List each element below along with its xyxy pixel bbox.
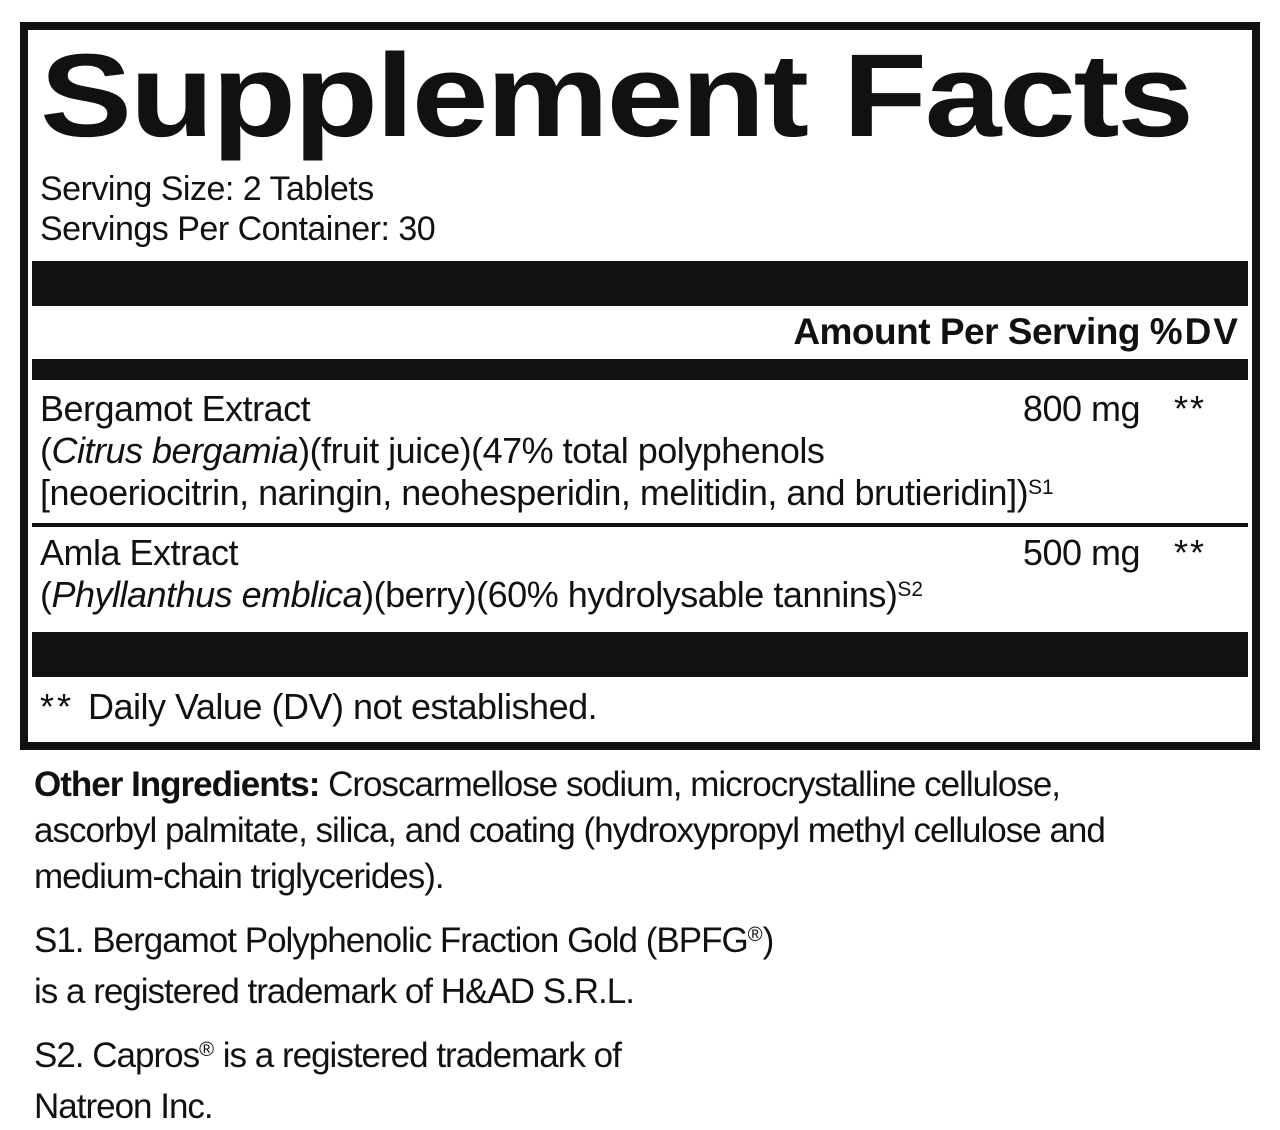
table-row-amla: Amla Extract 500 mg ** (Phyllanthus embl…: [40, 532, 1240, 622]
other-ingredients-text: Croscarmellose sodium, microcrystalline …: [319, 765, 1061, 805]
dv-footnote-text: Daily Value (DV) not established.: [88, 686, 598, 728]
desc-text: )(fruit juice)(47% total polyphenols: [298, 430, 825, 472]
supplement-facts-label: { "title": "Supplement Facts", "serving"…: [0, 22, 1280, 1126]
trademark-text: S1. Bergamot Polyphenolic Fraction Gold …: [34, 921, 749, 961]
ingredient-name: Bergamot Extract: [40, 388, 311, 430]
other-ingredients-line-1: Other Ingredients: Croscarmellose sodium…: [34, 762, 1260, 808]
row-divider-rule: [32, 523, 1248, 528]
dv-footnote: ** Daily Value (DV) not established.: [40, 677, 1240, 738]
serving-info: Serving Size: 2 Tablets Servings Per Con…: [40, 169, 1240, 249]
table-header-row: Amount Per Serving %DV: [40, 306, 1240, 359]
table-row-bergamot: Bergamot Extract 800 mg ** (Citrus berga…: [40, 388, 1240, 520]
amla-desc-line-1: (Phyllanthus emblica)(berry)(60% hydroly…: [40, 574, 1240, 622]
desc-text: )(berry)(60% hydrolysable tannins): [362, 574, 898, 616]
separator-bar-top: [32, 261, 1248, 307]
botanical-name: Citrus bergamia: [51, 430, 299, 472]
separator-bar-bottom: [32, 632, 1248, 678]
dv-footnote-stars: **: [40, 686, 75, 728]
trademark-text: S2. Capros: [34, 1036, 200, 1076]
supplement-facts-box: Supplement Facts Serving Size: 2 Tablets…: [20, 22, 1260, 751]
other-ingredients-label: Other Ingredients:: [34, 765, 320, 805]
other-ingredients-line-3: medium-chain triglycerides).: [34, 857, 445, 897]
trademark-s2-line-1: S2. Capros® is a registered trademark of: [34, 1033, 1260, 1084]
ingredient-name: Amla Extract: [40, 532, 239, 574]
trademark-text: is a registered trademark of: [214, 1036, 622, 1076]
desc-text: [neoeriocitrin, naringin, neohesperidin,…: [40, 472, 1029, 514]
amla-main-line: Amla Extract 500 mg **: [40, 532, 1240, 574]
other-ingredients-paragraph: Other Ingredients: Croscarmellose sodium…: [34, 762, 1260, 900]
trademark-s1-line-2: is a registered trademark of H&AD S.R.L.: [34, 972, 635, 1012]
desc-paren: (: [40, 430, 52, 472]
percent-dv-header: %DV: [1149, 311, 1240, 353]
bergamot-desc-line-2: [neoeriocitrin, naringin, neohesperidin,…: [40, 472, 1240, 520]
separator-bar-header: [32, 359, 1248, 381]
trademark-s2-line-2: Natreon Inc.: [34, 1087, 214, 1127]
footnote-marker-s2: S2: [897, 577, 923, 601]
bergamot-main-line: Bergamot Extract 800 mg **: [40, 388, 1240, 430]
trademark-s1-paragraph: S1. Bergamot Polyphenolic Fraction Gold …: [34, 918, 1260, 1015]
page-title: Supplement Facts: [40, 30, 1194, 162]
trademark-text: ): [762, 921, 775, 961]
ingredient-dv: **: [1173, 388, 1207, 430]
serving-size-line: Serving Size: 2 Tablets: [40, 170, 374, 209]
ingredient-amount: 800 mg: [1022, 388, 1141, 430]
bergamot-desc-line-1: (Citrus bergamia)(fruit juice)(47% total…: [40, 430, 1240, 472]
trademark-s1-line-1: S1. Bergamot Polyphenolic Fraction Gold …: [34, 918, 1260, 969]
other-ingredients-line-2: ascorbyl palmitate, silica, and coating …: [34, 811, 1106, 851]
footnote-marker-s1: S1: [1028, 475, 1054, 499]
botanical-name: Phyllanthus emblica: [51, 574, 363, 616]
label-footer-text: Other Ingredients: Croscarmellose sodium…: [34, 762, 1260, 1130]
ingredient-amount: 500 mg: [1022, 532, 1141, 574]
registered-mark-icon: ®: [199, 1038, 215, 1061]
registered-mark-icon: ®: [747, 923, 763, 946]
ingredient-dv: **: [1173, 532, 1207, 574]
servings-per-container-line: Servings Per Container: 30: [40, 210, 436, 249]
desc-paren: (: [40, 574, 52, 616]
amount-per-serving-header: Amount Per Serving: [793, 311, 1140, 353]
